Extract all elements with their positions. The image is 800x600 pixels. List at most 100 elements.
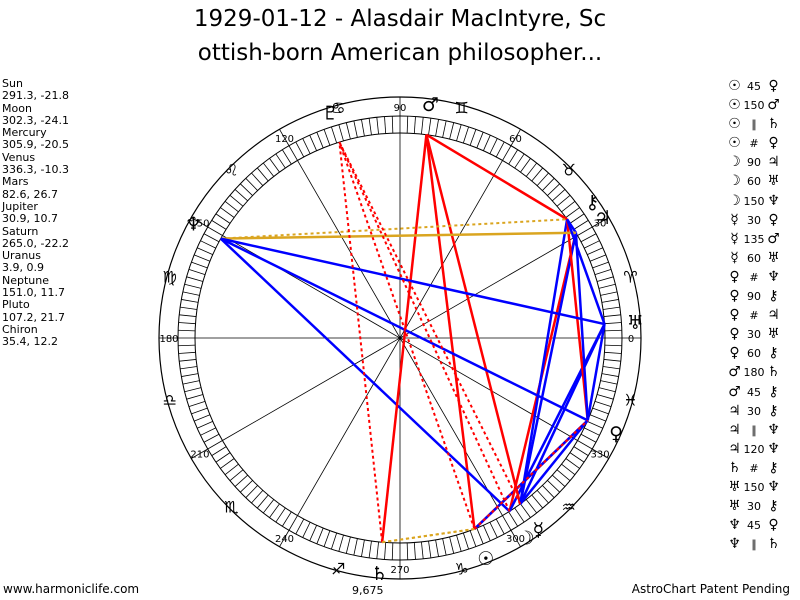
aspect-row: ♀ 30 ♅ bbox=[726, 325, 782, 344]
degree-tick bbox=[598, 387, 616, 393]
degree-tick bbox=[536, 172, 549, 186]
degree-tick bbox=[495, 141, 505, 158]
degree-tick bbox=[229, 469, 244, 482]
degree-tick bbox=[197, 421, 213, 429]
sign-icon: ♌ bbox=[224, 160, 238, 179]
degree-tick bbox=[275, 153, 286, 169]
degree-tick bbox=[178, 351, 196, 354]
aspect-line bbox=[338, 141, 476, 530]
degree-tick bbox=[234, 189, 248, 202]
aspect-planet-icon: ♆ bbox=[767, 440, 780, 457]
planet-name-pluto: Pluto bbox=[2, 298, 30, 312]
degree-label: 180 bbox=[159, 334, 178, 345]
aspect-line bbox=[574, 232, 589, 421]
aspect-planet-icon: ♃ bbox=[728, 440, 741, 457]
aspect-line bbox=[220, 237, 605, 326]
planet-value-jupiter: 30.9, 10.7 bbox=[2, 212, 58, 226]
aspect-line bbox=[220, 231, 576, 240]
aspect-line bbox=[425, 133, 568, 221]
degree-tick bbox=[542, 485, 555, 498]
degree-tick bbox=[186, 276, 204, 282]
degree-tick bbox=[376, 117, 379, 135]
degree-tick bbox=[577, 440, 593, 450]
degree-tick bbox=[224, 463, 239, 475]
planet-value-neptune: 151.0, 11.7 bbox=[2, 286, 65, 300]
degree-tick bbox=[469, 530, 477, 547]
degree-tick bbox=[316, 527, 324, 544]
aspect-row: ☽ 90 ♃ bbox=[726, 153, 782, 172]
degree-tick bbox=[180, 306, 198, 310]
degree-tick bbox=[251, 172, 264, 186]
degree-label: 270 bbox=[390, 565, 409, 576]
aspect-planet-icon: ♀ bbox=[729, 268, 740, 285]
aspect-planet-icon: ☿ bbox=[730, 230, 739, 247]
aspect-line bbox=[518, 219, 569, 505]
degree-tick bbox=[179, 359, 197, 362]
aspect-planet-icon: ☉ bbox=[728, 78, 741, 94]
aspect-angle: 150 bbox=[743, 194, 765, 208]
degree-label: 300 bbox=[506, 534, 525, 545]
aspect-line bbox=[586, 323, 606, 421]
title-line: ottish-born American philosopher... bbox=[197, 40, 603, 66]
degree-tick bbox=[178, 344, 196, 347]
planet-pluto-icon: ♇ bbox=[322, 103, 339, 125]
degree-tick bbox=[178, 329, 196, 332]
degree-tick bbox=[442, 120, 447, 138]
degree-tick bbox=[295, 141, 305, 158]
degree-tick bbox=[449, 536, 455, 554]
aspect-planet-icon: ♅ bbox=[767, 326, 780, 343]
degree-tick bbox=[573, 446, 589, 456]
aspect-lines bbox=[219, 133, 606, 544]
aspect-planet-icon: ♂ bbox=[728, 364, 741, 381]
aspect-line bbox=[518, 232, 578, 505]
aspect-row: ♀ 90 ⚷ bbox=[726, 287, 782, 306]
degree-tick bbox=[449, 122, 455, 140]
degree-tick bbox=[508, 149, 518, 165]
aspect-angle: 45 bbox=[747, 519, 761, 533]
aspect-planet-icon: ⚷ bbox=[768, 498, 779, 515]
degree-tick bbox=[600, 291, 618, 296]
aspect-row: ♂ 180 ♄ bbox=[726, 363, 782, 382]
aspect-row: ☉ 45 ♀ bbox=[726, 77, 782, 96]
planet-jupiter-icon: ♃ bbox=[594, 207, 611, 229]
degree-tick bbox=[323, 129, 331, 146]
aspect-row: ♃ 120 ♆ bbox=[726, 440, 782, 459]
degree-tick bbox=[229, 194, 244, 207]
degree-tick bbox=[577, 226, 593, 236]
planet-name-saturn: Saturn bbox=[2, 224, 39, 238]
aspect-line bbox=[565, 219, 589, 421]
degree-tick bbox=[594, 400, 612, 407]
degree-tick bbox=[245, 485, 258, 498]
aspect-planet-icon: ♅ bbox=[728, 498, 741, 515]
degree-tick bbox=[316, 132, 324, 149]
aspect-row: ♃ 30 ⚷ bbox=[726, 402, 782, 421]
sign-icon: ♊ bbox=[455, 99, 469, 118]
aspect-row: ☽ 150 ♆ bbox=[726, 192, 782, 211]
aspect-angle: 60 bbox=[747, 175, 761, 189]
aspect-planet-icon: ♅ bbox=[728, 478, 741, 495]
aspect-row: ☿ 135 ♂ bbox=[726, 230, 782, 249]
degree-tick bbox=[604, 344, 622, 347]
degree-tick bbox=[184, 387, 202, 393]
aspect-planet-icon: ☽ bbox=[728, 192, 741, 209]
degree-tick bbox=[594, 269, 612, 276]
degree-tick bbox=[323, 530, 331, 547]
degree-tick bbox=[240, 183, 253, 196]
aspect-angle: 150 bbox=[743, 480, 765, 494]
aspect-planet-icon: ♃ bbox=[767, 307, 780, 324]
footer-site-link[interactable]: www.harmoniclife.com bbox=[3, 582, 140, 596]
planet-value-moon: 302.3, -24.1 bbox=[2, 113, 69, 127]
degree-tick bbox=[376, 541, 379, 559]
aspect-angle: 45 bbox=[747, 80, 761, 93]
degree-tick bbox=[338, 124, 344, 142]
degree-tick bbox=[520, 158, 531, 173]
degree-tick bbox=[406, 542, 409, 560]
degree-label: 60 bbox=[509, 134, 522, 145]
aspect-planet-icon: ♄ bbox=[767, 536, 780, 553]
degree-tick bbox=[584, 427, 600, 436]
degree-tick bbox=[421, 117, 424, 135]
aspect-planet-icon: ♂ bbox=[767, 230, 780, 247]
degree-tick bbox=[601, 299, 619, 303]
degree-tick bbox=[200, 240, 216, 249]
